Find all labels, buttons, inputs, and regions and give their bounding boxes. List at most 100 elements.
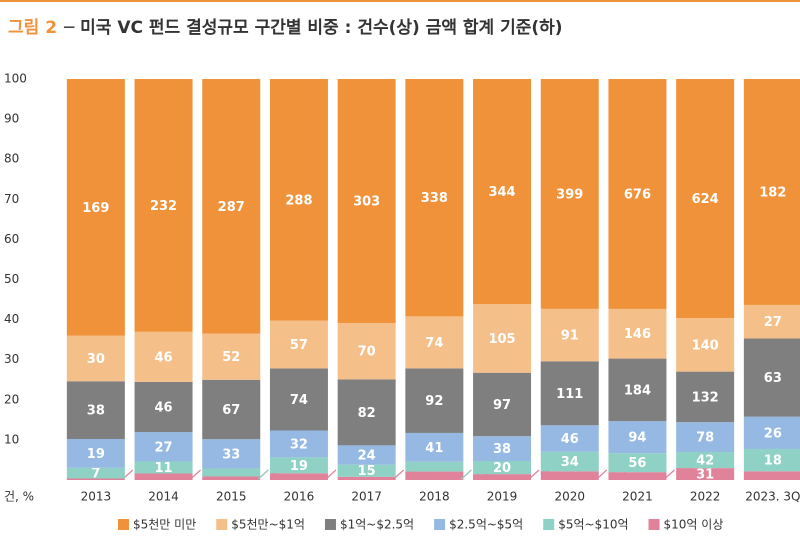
x-tick-label: 2022 <box>690 490 721 504</box>
value-label: 182 <box>759 185 786 200</box>
top-rule <box>0 0 800 2</box>
value-label: 57 <box>290 338 308 353</box>
value-label: 97 <box>493 398 511 413</box>
value-label: 26 <box>764 426 782 441</box>
x-tick-label: 2020 <box>554 490 585 504</box>
x-tick-label: 2023. 3Q <box>745 490 800 504</box>
title-prefix: 그림 2 <box>8 18 57 38</box>
value-label: 52 <box>222 350 240 365</box>
bar-segment <box>541 471 599 480</box>
x-tick-label: 2013 <box>81 490 112 504</box>
value-label: 287 <box>218 200 245 215</box>
legend-swatch <box>434 519 445 530</box>
bar-segment <box>744 471 800 480</box>
legend-label: $5억~$10억 <box>558 518 628 532</box>
value-label: 19 <box>87 447 105 462</box>
bar-segment <box>202 468 260 476</box>
x-tick-label: 2016 <box>284 490 315 504</box>
y-tick-label: 70 <box>4 192 19 206</box>
value-label: 11 <box>155 461 173 476</box>
value-label: 15 <box>358 464 376 479</box>
value-label: 7 <box>91 467 100 482</box>
value-label: 111 <box>556 387 583 402</box>
legend-label: $10억 이상 <box>664 518 724 532</box>
value-label: 38 <box>87 404 105 419</box>
value-label: 92 <box>425 394 443 409</box>
bar-segment <box>405 472 463 480</box>
value-label: 41 <box>425 441 443 456</box>
bar-segment <box>270 473 328 480</box>
value-label: 70 <box>358 345 376 360</box>
value-label: 184 <box>624 383 651 398</box>
value-label: 288 <box>285 193 312 208</box>
legend-label: $2.5억~$5억 <box>449 518 523 532</box>
x-tick-label: 2015 <box>216 490 247 504</box>
value-label: 146 <box>624 327 651 342</box>
value-label: 34 <box>561 455 579 470</box>
value-label: 624 <box>692 192 719 207</box>
y-tick-label: 30 <box>4 352 19 366</box>
value-label: 232 <box>150 199 177 214</box>
value-label: 399 <box>556 187 583 202</box>
value-label: 46 <box>155 400 173 415</box>
x-tick-label: 2017 <box>351 490 382 504</box>
value-label: 46 <box>561 432 579 447</box>
x-tick-label: 2021 <box>622 490 653 504</box>
value-label: 38 <box>493 442 511 457</box>
legend-swatch <box>543 519 554 530</box>
value-label: 42 <box>696 454 714 469</box>
value-label: 132 <box>692 390 719 405</box>
value-label: 344 <box>488 185 515 200</box>
value-label: 91 <box>561 329 579 344</box>
value-label: 20 <box>493 461 511 476</box>
value-label: 30 <box>87 352 105 367</box>
bar-segment <box>405 462 463 472</box>
value-label: 56 <box>628 456 646 471</box>
x-tick-label: 2019 <box>487 490 518 504</box>
legend-label: $1억~$2.5억 <box>340 518 414 532</box>
bar-segment <box>608 472 666 480</box>
legend-swatch <box>325 519 336 530</box>
value-label: 27 <box>764 315 782 330</box>
value-label: 105 <box>488 332 515 347</box>
legend-swatch <box>118 519 129 530</box>
legend-swatch <box>649 519 660 530</box>
value-label: 46 <box>155 350 173 365</box>
y-tick-label: 10 <box>4 432 19 446</box>
legend-label: $5천만 미만 <box>133 517 196 532</box>
value-label: 18 <box>764 454 782 469</box>
value-label: 27 <box>155 440 173 455</box>
value-label: 63 <box>764 371 782 386</box>
chart-title: ─ 미국 VC 펀드 결성규모 구간별 비중 : 건수(상) 금액 합계 기준(… <box>63 17 563 38</box>
y-tick-label: 60 <box>4 232 19 246</box>
value-label: 31 <box>696 468 714 483</box>
value-label: 676 <box>624 187 651 202</box>
value-label: 19 <box>290 459 308 474</box>
y-tick-label: 80 <box>4 152 19 166</box>
value-label: 74 <box>425 336 443 351</box>
value-label: 94 <box>628 431 646 446</box>
y-tick-label: 100 <box>4 72 27 86</box>
x-tick-label: 2014 <box>148 490 179 504</box>
x-tick-label: 2018 <box>419 490 450 504</box>
value-label: 67 <box>222 403 240 418</box>
bar-segment <box>202 476 260 480</box>
legend-label: $5천만~$1억 <box>231 517 305 532</box>
value-label: 24 <box>358 449 376 464</box>
value-label: 303 <box>353 194 380 209</box>
legend-swatch <box>216 519 227 530</box>
value-label: 169 <box>82 201 109 216</box>
y-axis-label: 건, % <box>4 490 34 504</box>
y-tick-label: 50 <box>4 272 19 286</box>
value-label: 140 <box>692 338 719 353</box>
value-label: 74 <box>290 393 308 408</box>
value-label: 32 <box>290 437 308 452</box>
y-tick-label: 90 <box>4 112 19 126</box>
value-label: 338 <box>421 191 448 206</box>
value-label: 82 <box>358 406 376 421</box>
value-label: 33 <box>222 447 240 462</box>
y-tick-label: 40 <box>4 312 19 326</box>
value-label: 78 <box>696 431 714 446</box>
y-tick-label: 20 <box>4 392 19 406</box>
